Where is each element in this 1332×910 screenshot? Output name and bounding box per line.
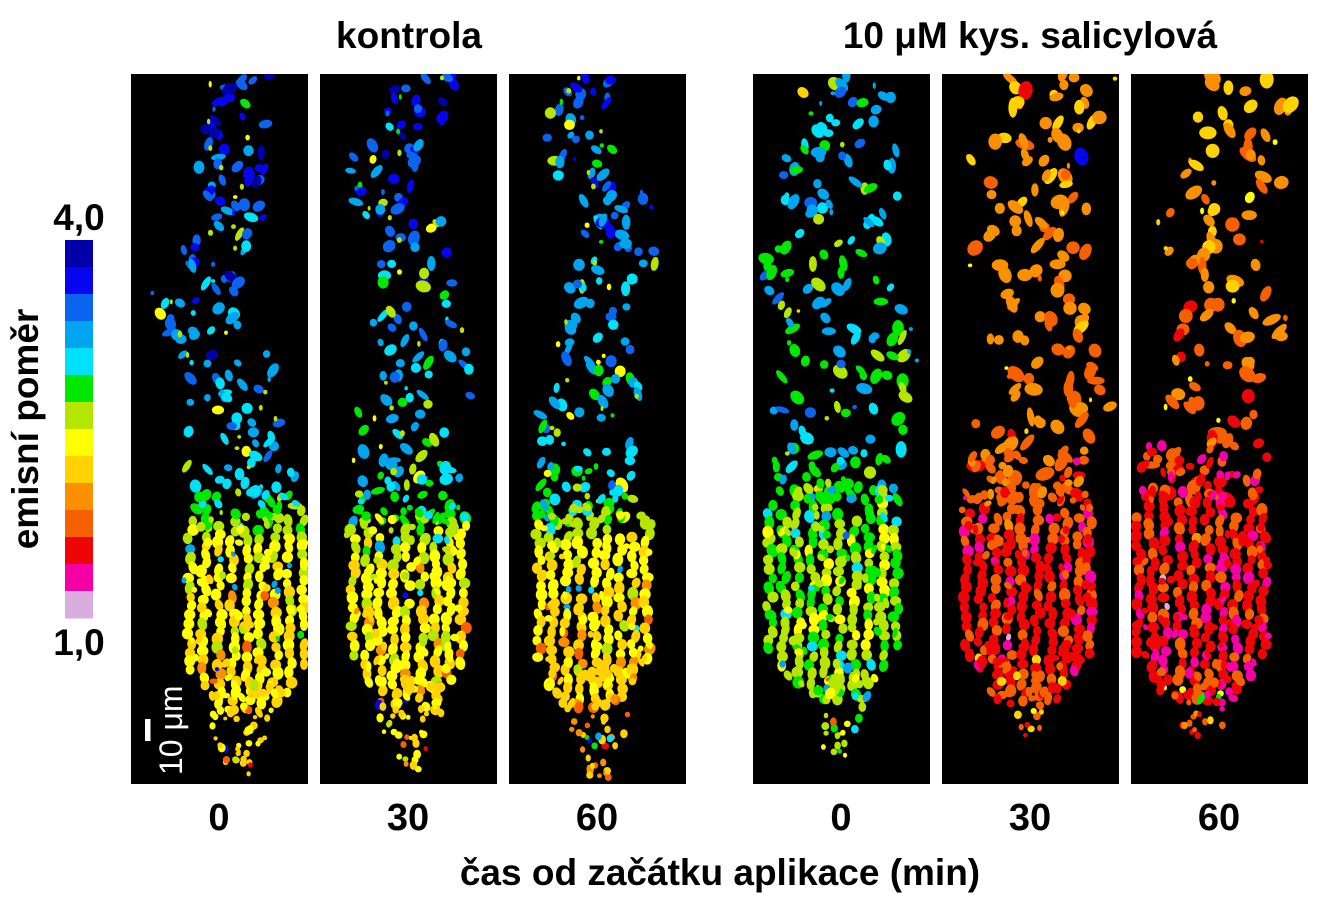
svg-text:0: 0 [208,797,229,839]
svg-text:60: 60 [1198,797,1240,839]
svg-text:4,0: 4,0 [53,197,104,238]
svg-text:30: 30 [387,797,429,839]
svg-text:1,0: 1,0 [53,622,104,663]
svg-text:kontrola: kontrola [336,15,482,56]
svg-text:30: 30 [1009,797,1051,839]
svg-text:10 μm: 10 μm [153,685,189,775]
svg-text:čas od začátku aplikace (min): čas od začátku aplikace (min) [460,852,980,893]
svg-text:0: 0 [830,797,851,839]
svg-text:emisní poměr: emisní poměr [5,309,46,550]
svg-text:10 μM kys. salicylová: 10 μM kys. salicylová [843,15,1218,56]
svg-text:60: 60 [576,797,618,839]
